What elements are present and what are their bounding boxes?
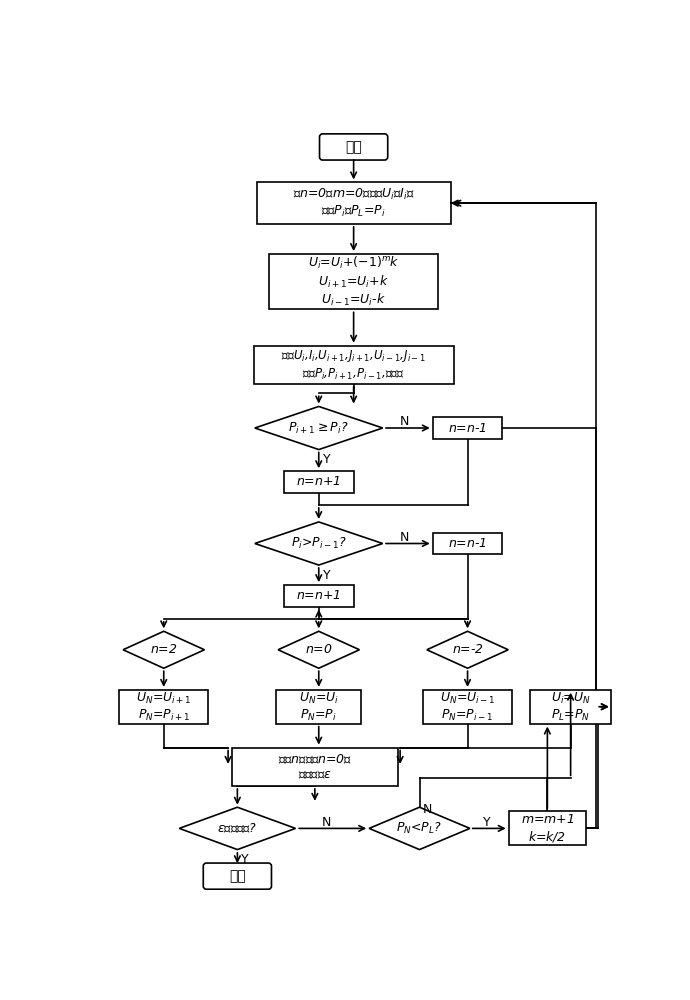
Polygon shape [255, 406, 383, 450]
Text: N: N [400, 531, 408, 544]
Polygon shape [278, 631, 359, 668]
Bar [119, 690, 208, 724]
Text: Y: Y [483, 816, 491, 829]
Text: $P_N$<$P_L$?: $P_N$<$P_L$? [397, 821, 442, 836]
Text: Y: Y [323, 453, 331, 466]
Text: $P_{i+1}$$\geq$$P_i$?: $P_{i+1}$$\geq$$P_i$? [288, 420, 349, 436]
Bar [423, 690, 512, 724]
Text: $n$=$n$+1: $n$=$n$+1 [296, 589, 341, 602]
Text: $U_N$=$U_{i-1}$
$P_N$=$P_{i-1}$: $U_N$=$U_{i-1}$ $P_N$=$P_{i-1}$ [440, 691, 495, 723]
Text: $m$=$m$+1
$k$=$k$/2: $m$=$m$+1 $k$=$k$/2 [521, 813, 574, 844]
Text: 返回: 返回 [229, 869, 246, 883]
Bar [284, 471, 353, 493]
Polygon shape [427, 631, 509, 668]
Bar [530, 690, 611, 724]
Bar [254, 346, 453, 384]
Bar [269, 254, 438, 309]
Text: N: N [322, 816, 331, 829]
Text: $U_N$=$U_i$
$P_N$=$P_i$: $U_N$=$U_i$ $P_N$=$P_i$ [299, 691, 339, 723]
Bar [276, 690, 362, 724]
Text: $n$=$n$-1: $n$=$n$-1 [448, 422, 487, 434]
Text: $U_i$=$U_i$+$(-1)^m$$k$
$U_{i+1}$=$U_i$+$k$
$U_{i-1}$=$U_i$-$k$: $U_i$=$U_i$+$(-1)^m$$k$ $U_{i+1}$=$U_i$+… [308, 255, 400, 308]
Text: 检测$U_i$,$I_i$,$U_{i+1}$,$J_{i+1}$,$U_{i-1}$,$J_{i-1}$
计算$P_i$,$P_{i+1}$,$P_{i-1}: 检测$U_i$,$I_i$,$U_{i+1}$,$J_{i+1}$,$U_{i-… [281, 348, 426, 382]
Bar [433, 533, 502, 554]
Bar [284, 585, 353, 607]
FancyBboxPatch shape [319, 134, 388, 160]
Bar [232, 748, 398, 786]
Bar [257, 182, 451, 224]
Text: $\varepsilon$满足要求?: $\varepsilon$满足要求? [217, 822, 257, 835]
Polygon shape [255, 522, 383, 565]
Text: $U_i$=$U_N$
$P_L$=$P_N$: $U_i$=$U_N$ $P_L$=$P_N$ [551, 691, 591, 723]
Text: 令n=0，m=0，检测$U_i$，$I_i$，
计算$P_i$，$P_L$=$P_i$: 令n=0，m=0，检测$U_i$，$I_i$， 计算$P_i$，$P_L$=$P… [293, 187, 415, 219]
Polygon shape [369, 807, 470, 850]
Text: N: N [422, 803, 432, 816]
Text: Y: Y [323, 569, 331, 582]
Text: N: N [400, 415, 408, 428]
Text: $U_N$=$U_{i+1}$
$P_N$=$P_{i+1}$: $U_N$=$U_{i+1}$ $P_N$=$P_{i+1}$ [136, 691, 192, 723]
Bar [509, 811, 586, 845]
Text: 清除$n$的值，$n$=0；
计算精度$\varepsilon$: 清除$n$的值，$n$=0； 计算精度$\varepsilon$ [277, 753, 352, 781]
Polygon shape [123, 631, 204, 668]
Bar [433, 417, 502, 439]
Text: $n$=0: $n$=0 [305, 643, 333, 656]
Text: $n$=2: $n$=2 [150, 643, 177, 656]
FancyBboxPatch shape [204, 863, 271, 889]
Text: $n$=$n$-1: $n$=$n$-1 [448, 537, 487, 550]
Text: 开始: 开始 [345, 140, 362, 154]
Text: $P_i$>$P_{i-1}$?: $P_i$>$P_{i-1}$? [291, 536, 346, 551]
Text: Y: Y [241, 853, 249, 866]
Text: $n$=-2: $n$=-2 [451, 643, 484, 656]
Polygon shape [179, 807, 295, 850]
Text: $n$=$n$+1: $n$=$n$+1 [296, 475, 341, 488]
